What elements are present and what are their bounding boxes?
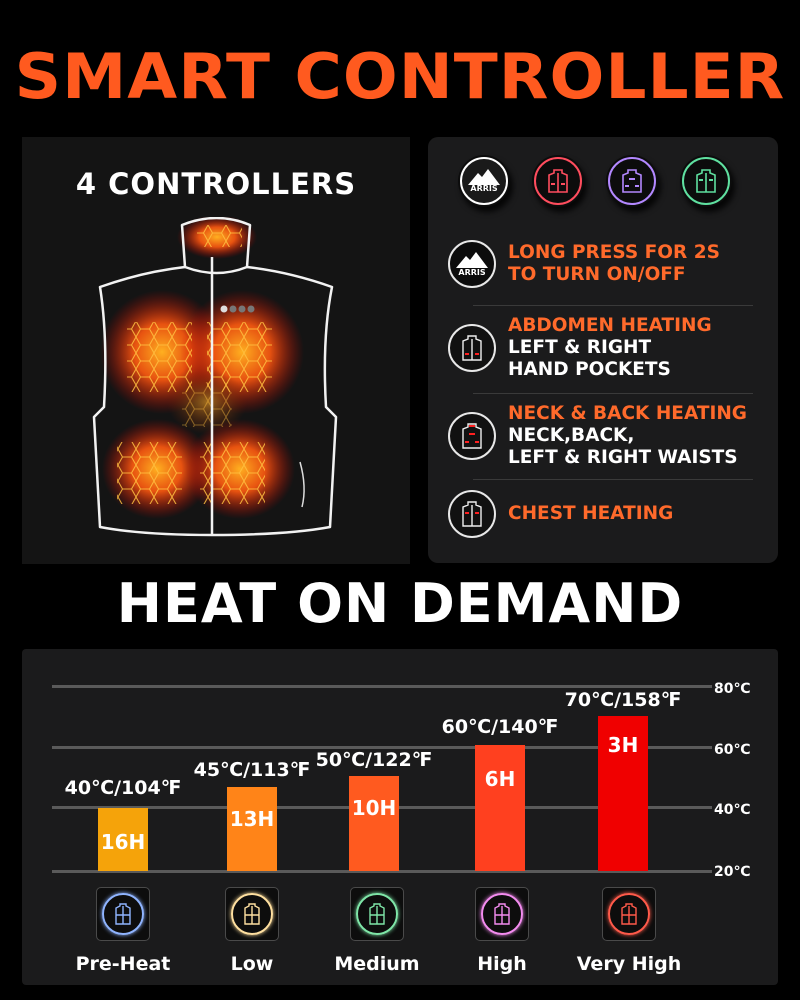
feature-abdomen-heating: ABDOMEN HEATING LEFT & RIGHT HAND POCKET… (448, 315, 768, 381)
svg-text:ARRIS: ARRIS (458, 268, 485, 277)
feature-title: ABDOMEN HEATING (508, 315, 712, 336)
page-title: SMART CONTROLLER (14, 40, 786, 113)
divider (473, 305, 753, 306)
zone-knob-abdomen[interactable] (532, 155, 584, 207)
mode-button[interactable] (475, 887, 529, 941)
arris-logo-icon: ARRIS (448, 240, 496, 288)
power-knob[interactable]: ARRIS (458, 155, 510, 207)
vest-panel-subtitle: 4 CONTROLLERS (75, 167, 357, 201)
divider (473, 479, 753, 480)
y-tick-label: 20℃ (714, 864, 751, 880)
svg-text:ARRIS: ARRIS (470, 184, 497, 193)
mode-low: Low (182, 887, 322, 975)
mode-button[interactable] (96, 887, 150, 941)
mode-label: Medium (334, 953, 420, 975)
mode-label: Low (230, 953, 274, 975)
y-tick-label: 40℃ (714, 802, 751, 818)
vest-icon (608, 893, 650, 935)
mode-pre-heat: Pre-Heat (53, 887, 193, 975)
vest-icon (356, 893, 398, 935)
feature-detail: HAND POCKETS (508, 359, 671, 380)
bar-value-label: 60℃/140℉ (441, 716, 559, 738)
bar-very-high: 3H (598, 716, 648, 871)
mode-button[interactable] (350, 887, 404, 941)
section-title: HEAT ON DEMAND (116, 572, 684, 635)
bar-high: 6H (475, 745, 525, 871)
bar-value-label: 45℃/113℉ (193, 759, 311, 781)
feature-title: TO TURN ON/OFF (508, 264, 686, 285)
vest-icon (102, 893, 144, 935)
bar-low: 13H (227, 787, 277, 871)
vest-icon (534, 157, 582, 205)
divider (473, 393, 753, 394)
feature-title: CHEST HEATING (508, 503, 674, 524)
feature-chest-heating: CHEST HEATING (448, 490, 768, 538)
bar-value-label: 50℃/122℉ (315, 749, 433, 771)
feature-detail: LEFT & RIGHT WAISTS (508, 447, 738, 468)
mode-label: High (477, 953, 527, 975)
gridline-20 (52, 870, 712, 873)
bar-value-label: 70℃/158℉ (564, 689, 682, 711)
gridline-60 (52, 746, 712, 749)
feature-title: LONG PRESS FOR 2S (508, 242, 720, 263)
mode-button[interactable] (602, 887, 656, 941)
y-tick-label: 60℃ (714, 742, 751, 758)
feature-power: ARRIS LONG PRESS FOR 2S TO TURN ON/OFF (448, 240, 768, 288)
vest-icon (682, 157, 730, 205)
heat-levels-chart: 80℃ 60℃ 40℃ 20℃ 16H 40℃/104℉ 13H 45℃/113… (22, 649, 778, 985)
feature-detail: NECK,BACK, (508, 425, 635, 446)
gridline-80 (52, 685, 712, 688)
heated-vest-icon (92, 215, 338, 537)
vest-icon (231, 893, 273, 935)
mode-label: Pre-Heat (75, 953, 171, 975)
feature-neck-back-heating: NECK & BACK HEATING NECK,BACK, LEFT & RI… (448, 403, 768, 469)
vest-icon (481, 893, 523, 935)
mode-label: Very High (576, 953, 682, 975)
bar-value-label: 40℃/104℉ (64, 777, 182, 799)
zone-knob-chest[interactable] (680, 155, 732, 207)
heated-vest-illustration (82, 215, 352, 552)
arris-logo-icon: ARRIS (460, 157, 508, 205)
chest-controller-buttons (220, 305, 255, 313)
vest-illustration-panel: 4 CONTROLLERS (22, 137, 410, 564)
controller-guide-panel: ARRIS ARRIS LONG P (428, 137, 778, 563)
feature-title: NECK & BACK HEATING (508, 403, 747, 424)
bar-pre-heat: 16H (98, 808, 148, 871)
vest-chest-icon (448, 490, 496, 538)
vest-abdomen-icon (448, 324, 496, 372)
vest-icon (608, 157, 656, 205)
zone-knob-neck-back[interactable] (606, 155, 658, 207)
mode-high: High (432, 887, 572, 975)
controller-knobs: ARRIS (458, 155, 732, 207)
bar-medium: 10H (349, 776, 399, 871)
y-tick-label: 80℃ (714, 681, 751, 697)
mode-button[interactable] (225, 887, 279, 941)
vest-neck-back-icon (448, 412, 496, 460)
mode-very-high: Very High (559, 887, 699, 975)
feature-detail: LEFT & RIGHT (508, 337, 652, 358)
mode-medium: Medium (307, 887, 447, 975)
